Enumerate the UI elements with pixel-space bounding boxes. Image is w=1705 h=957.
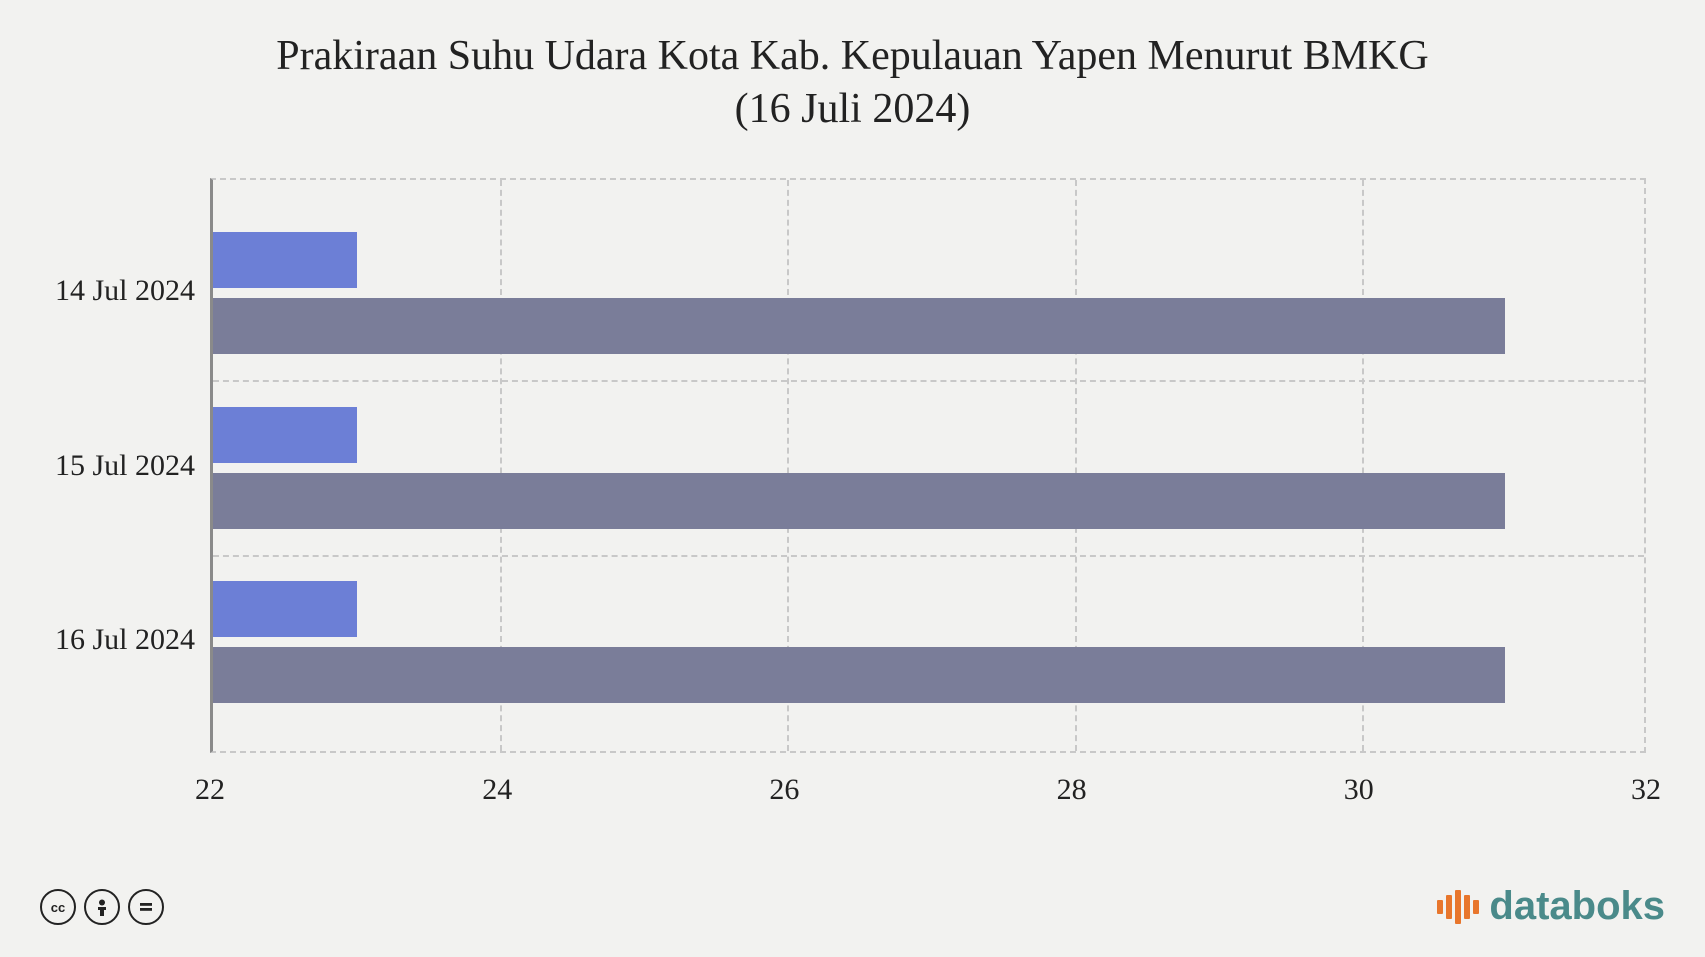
x-axis-tick-label: 22 — [195, 773, 225, 807]
gridline-horizontal — [213, 380, 1644, 382]
logo-mark-icon — [1437, 890, 1479, 924]
x-axis-tick-label: 24 — [482, 773, 512, 807]
title-line-2: (16 Juli 2024) — [735, 86, 971, 132]
x-axis-tick-label: 28 — [1057, 773, 1087, 807]
x-axis-tick-label: 30 — [1344, 773, 1374, 807]
title-line-1: Prakiraan Suhu Udara Kota Kab. Kepulauan… — [276, 33, 1428, 79]
license-icons: cc — [40, 889, 164, 925]
x-axis-tick-label: 26 — [769, 773, 799, 807]
by-icon — [84, 889, 120, 925]
chart-title: Prakiraan Suhu Udara Kota Kab. Kepulauan… — [0, 30, 1705, 135]
svg-text:cc: cc — [51, 900, 65, 915]
nd-icon — [128, 889, 164, 925]
bar-max-temp — [213, 298, 1505, 354]
y-axis-category-label: 14 Jul 2024 — [55, 274, 195, 308]
x-axis-tick-label: 32 — [1631, 773, 1661, 807]
bar-max-temp — [213, 647, 1505, 703]
databoks-logo: databoks — [1437, 884, 1665, 929]
y-axis-category-label: 15 Jul 2024 — [55, 449, 195, 483]
chart-footer: cc databoks — [40, 884, 1665, 929]
logo-text: databoks — [1489, 884, 1665, 929]
y-axis-category-label: 16 Jul 2024 — [55, 623, 195, 657]
bar-min-temp — [213, 581, 357, 637]
gridline-horizontal — [213, 555, 1644, 557]
bar-min-temp — [213, 407, 357, 463]
bar-min-temp — [213, 232, 357, 288]
chart-plot-area — [210, 178, 1646, 753]
bar-max-temp — [213, 473, 1505, 529]
cc-icon: cc — [40, 889, 76, 925]
